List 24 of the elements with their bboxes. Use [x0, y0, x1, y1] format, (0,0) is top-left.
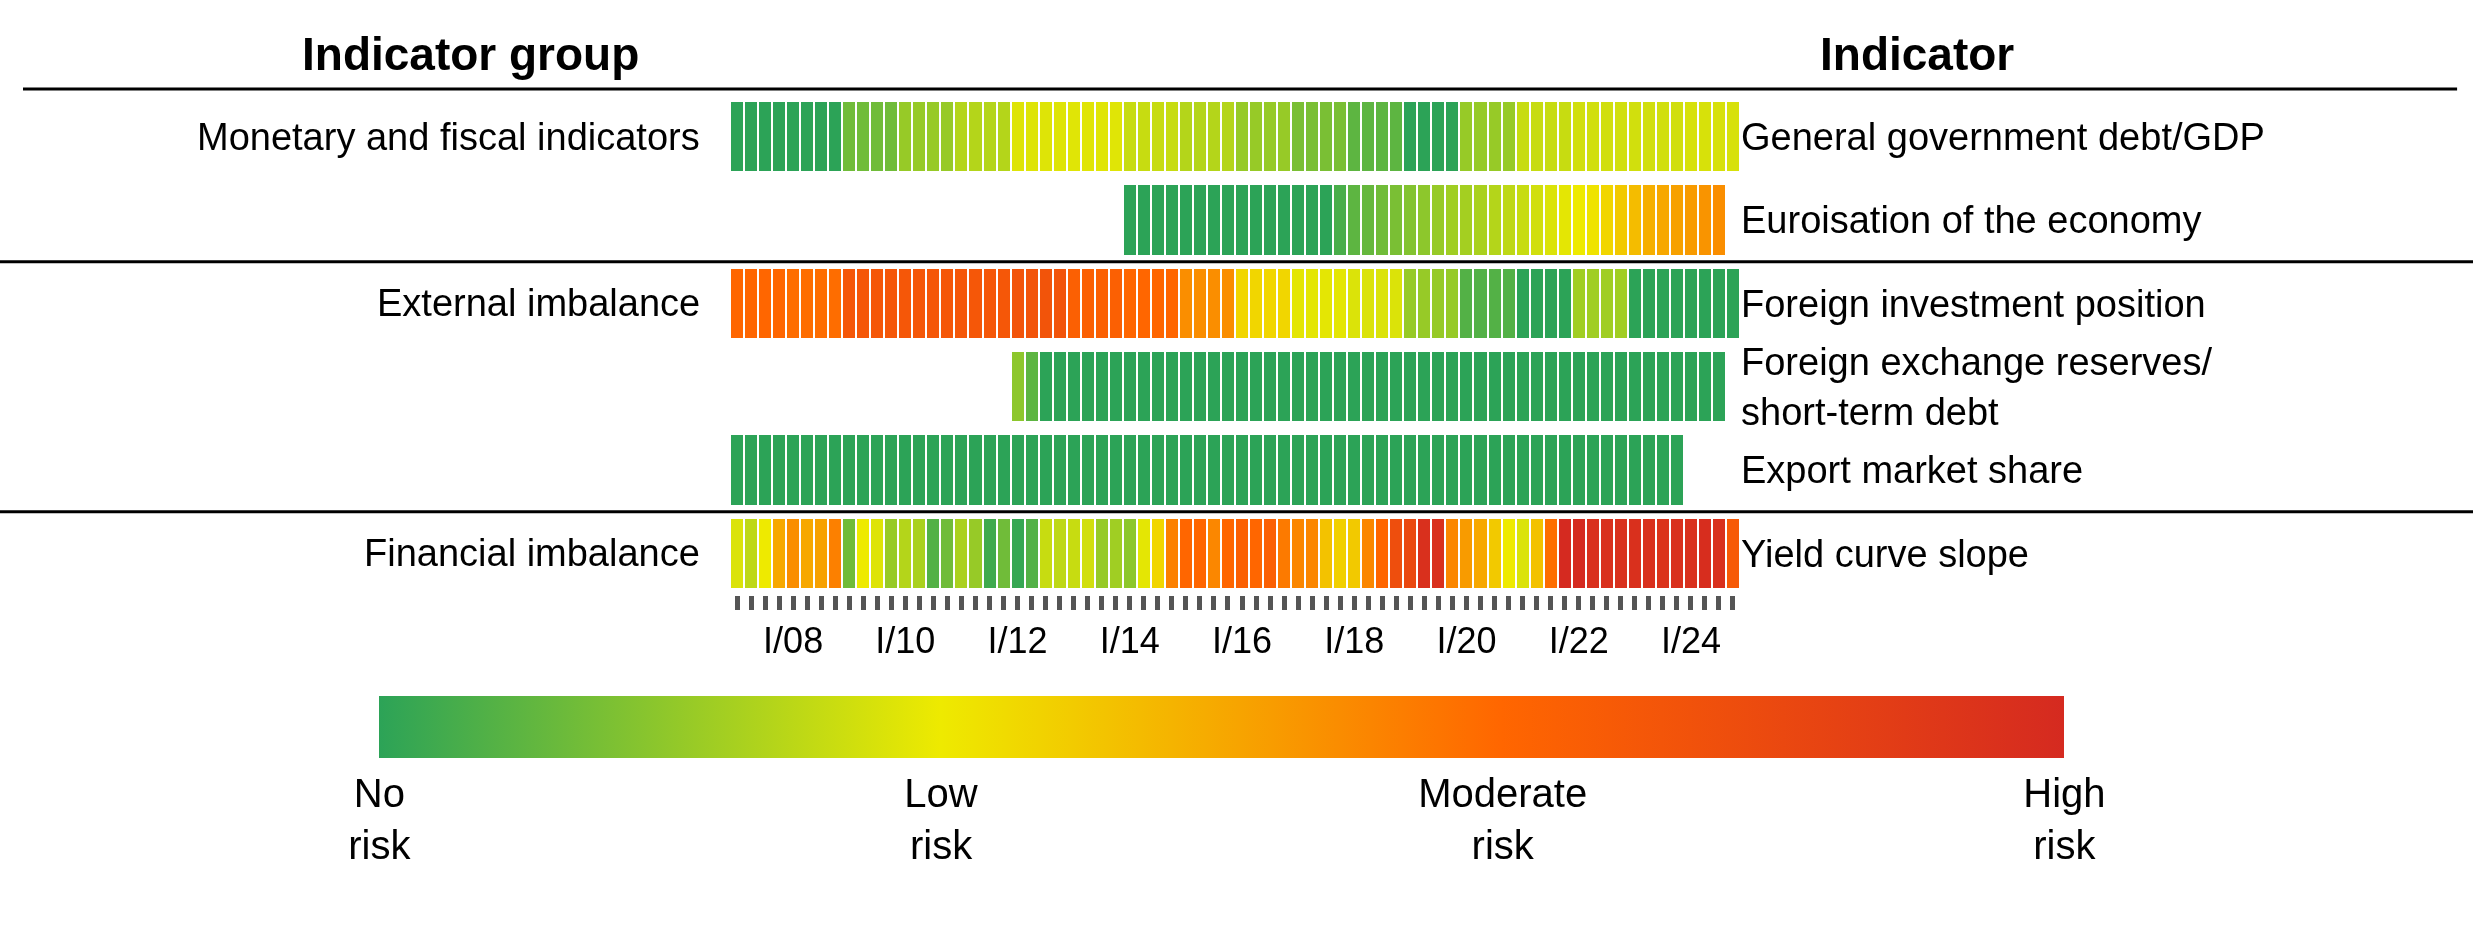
y-tick-label: Euroisation of the economy [1741, 199, 2202, 242]
x-tick-label: I/16 [1211, 620, 1273, 662]
y2-axis-title: Indicator group [302, 28, 640, 80]
x-tick-label: I/10 [875, 620, 936, 662]
y2-tick-label: Monetary and fiscal indicators [197, 116, 700, 158]
x-tick-label: I/20 [1436, 620, 1497, 662]
y-tick-label: Yield curve slope [1741, 532, 2029, 575]
y2-tick-label: Financial imbalance [364, 532, 700, 574]
y2-tick-label: External imbalance [377, 282, 701, 324]
x-tick-label: I/12 [987, 620, 1048, 662]
x-tick-label: I/14 [1099, 620, 1160, 662]
x-tick-label: I/24 [1660, 620, 1721, 662]
color-bar-label: Moderate risk [1418, 770, 1588, 867]
y-tick-label: Export market share [1741, 449, 2084, 492]
y-tick-label: Foreign exchange reserves/ short-term debt [1741, 341, 2213, 433]
x-tick-label: I/18 [1324, 620, 1385, 662]
color-bar-label: No risk [348, 770, 412, 867]
y-axis-title: Indicator [1820, 28, 2015, 80]
color-bar-label: High risk [2023, 770, 2106, 867]
y-tick-label: General government debt/GDP [1741, 115, 2265, 158]
x-tick-label: I/08 [763, 620, 824, 662]
y-tick-label: Foreign investment position [1741, 282, 2206, 325]
color-bar-label: Low risk [904, 770, 978, 867]
x-tick-label: I/22 [1548, 620, 1609, 662]
